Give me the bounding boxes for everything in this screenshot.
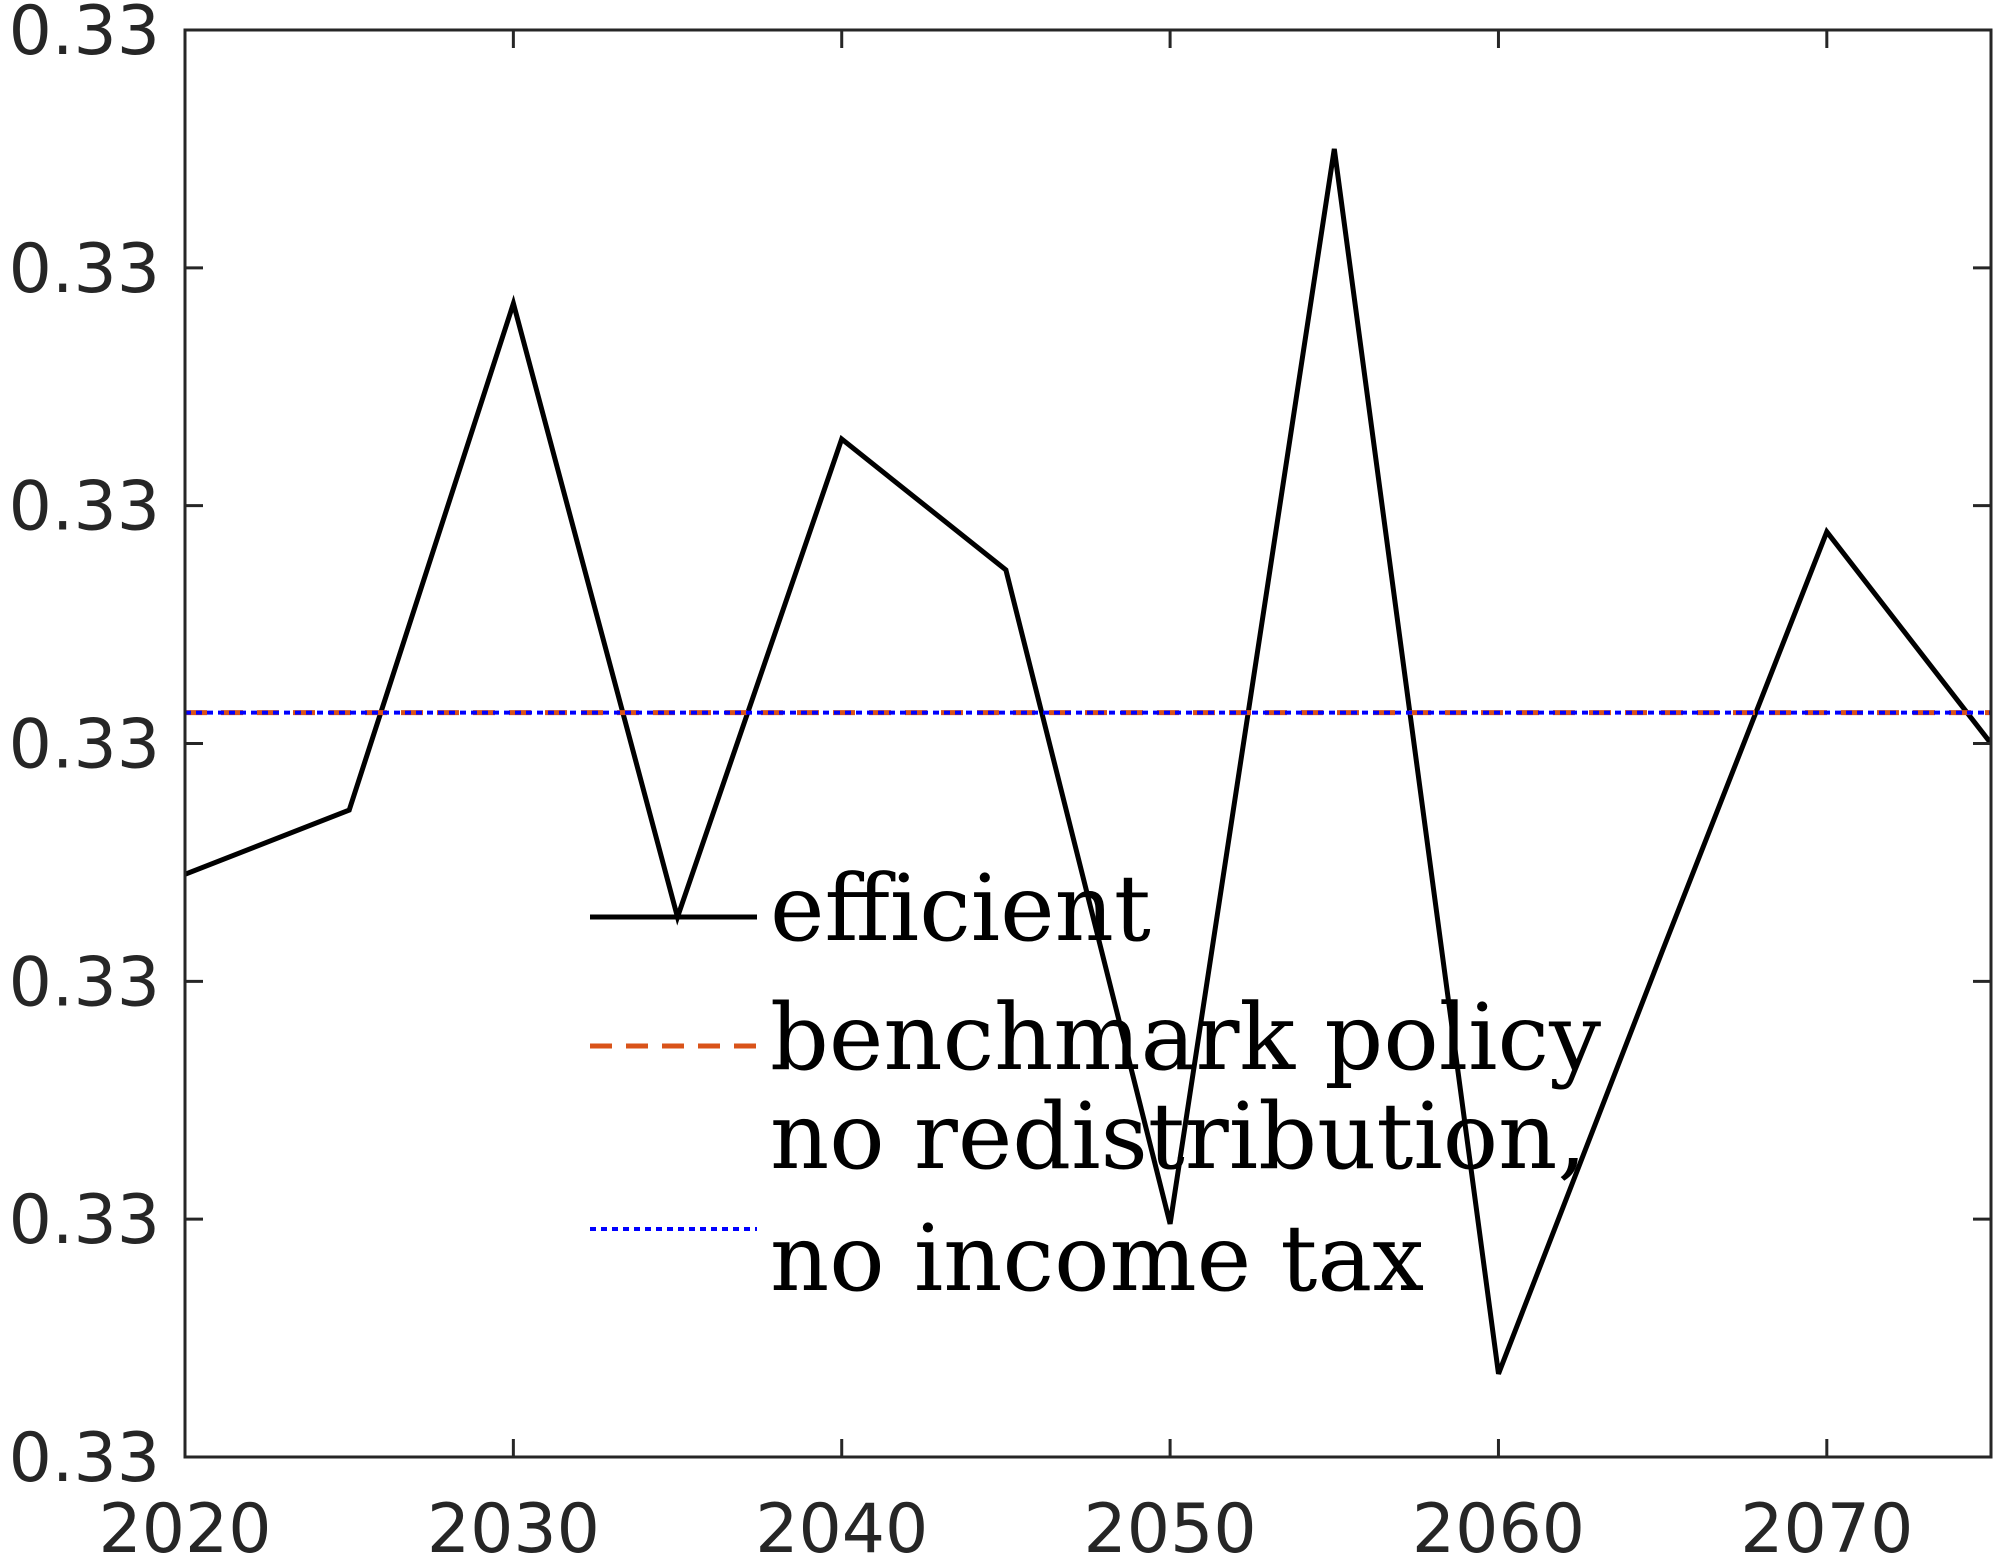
x-tick-label: 2070 [1740, 1490, 1913, 1554]
x-tick-label: 2020 [98, 1490, 271, 1554]
y-tick-label: 0.33 [9, 468, 160, 547]
y-tick-label: 0.33 [9, 0, 160, 71]
x-axis: 2020 2030 2040 2050 2060 2070 [98, 30, 1913, 1554]
legend-label-3: no income tax [770, 1205, 1424, 1312]
y-tick-label: 0.33 [9, 1419, 160, 1498]
y-tick-label: 0.33 [9, 706, 160, 785]
legend-label-3: no redistribution, [770, 1083, 1587, 1190]
legend-label-2: benchmark policy [770, 984, 1601, 1091]
series-group [185, 148, 1991, 1375]
legend-label-1: efficient [770, 855, 1151, 962]
x-tick-label: 2050 [1084, 1490, 1257, 1554]
y-axis: 0.33 0.33 0.33 0.33 0.33 0.33 0.33 [9, 0, 1991, 1498]
x-tick-label: 2040 [755, 1490, 928, 1554]
y-tick-label: 0.33 [9, 943, 160, 1022]
y-tick-label: 0.33 [9, 230, 160, 309]
series-line-1 [185, 148, 1991, 1375]
x-tick-label: 2060 [1412, 1490, 1585, 1554]
y-tick-label: 0.33 [9, 1181, 160, 1260]
x-tick-label: 2030 [427, 1490, 600, 1554]
